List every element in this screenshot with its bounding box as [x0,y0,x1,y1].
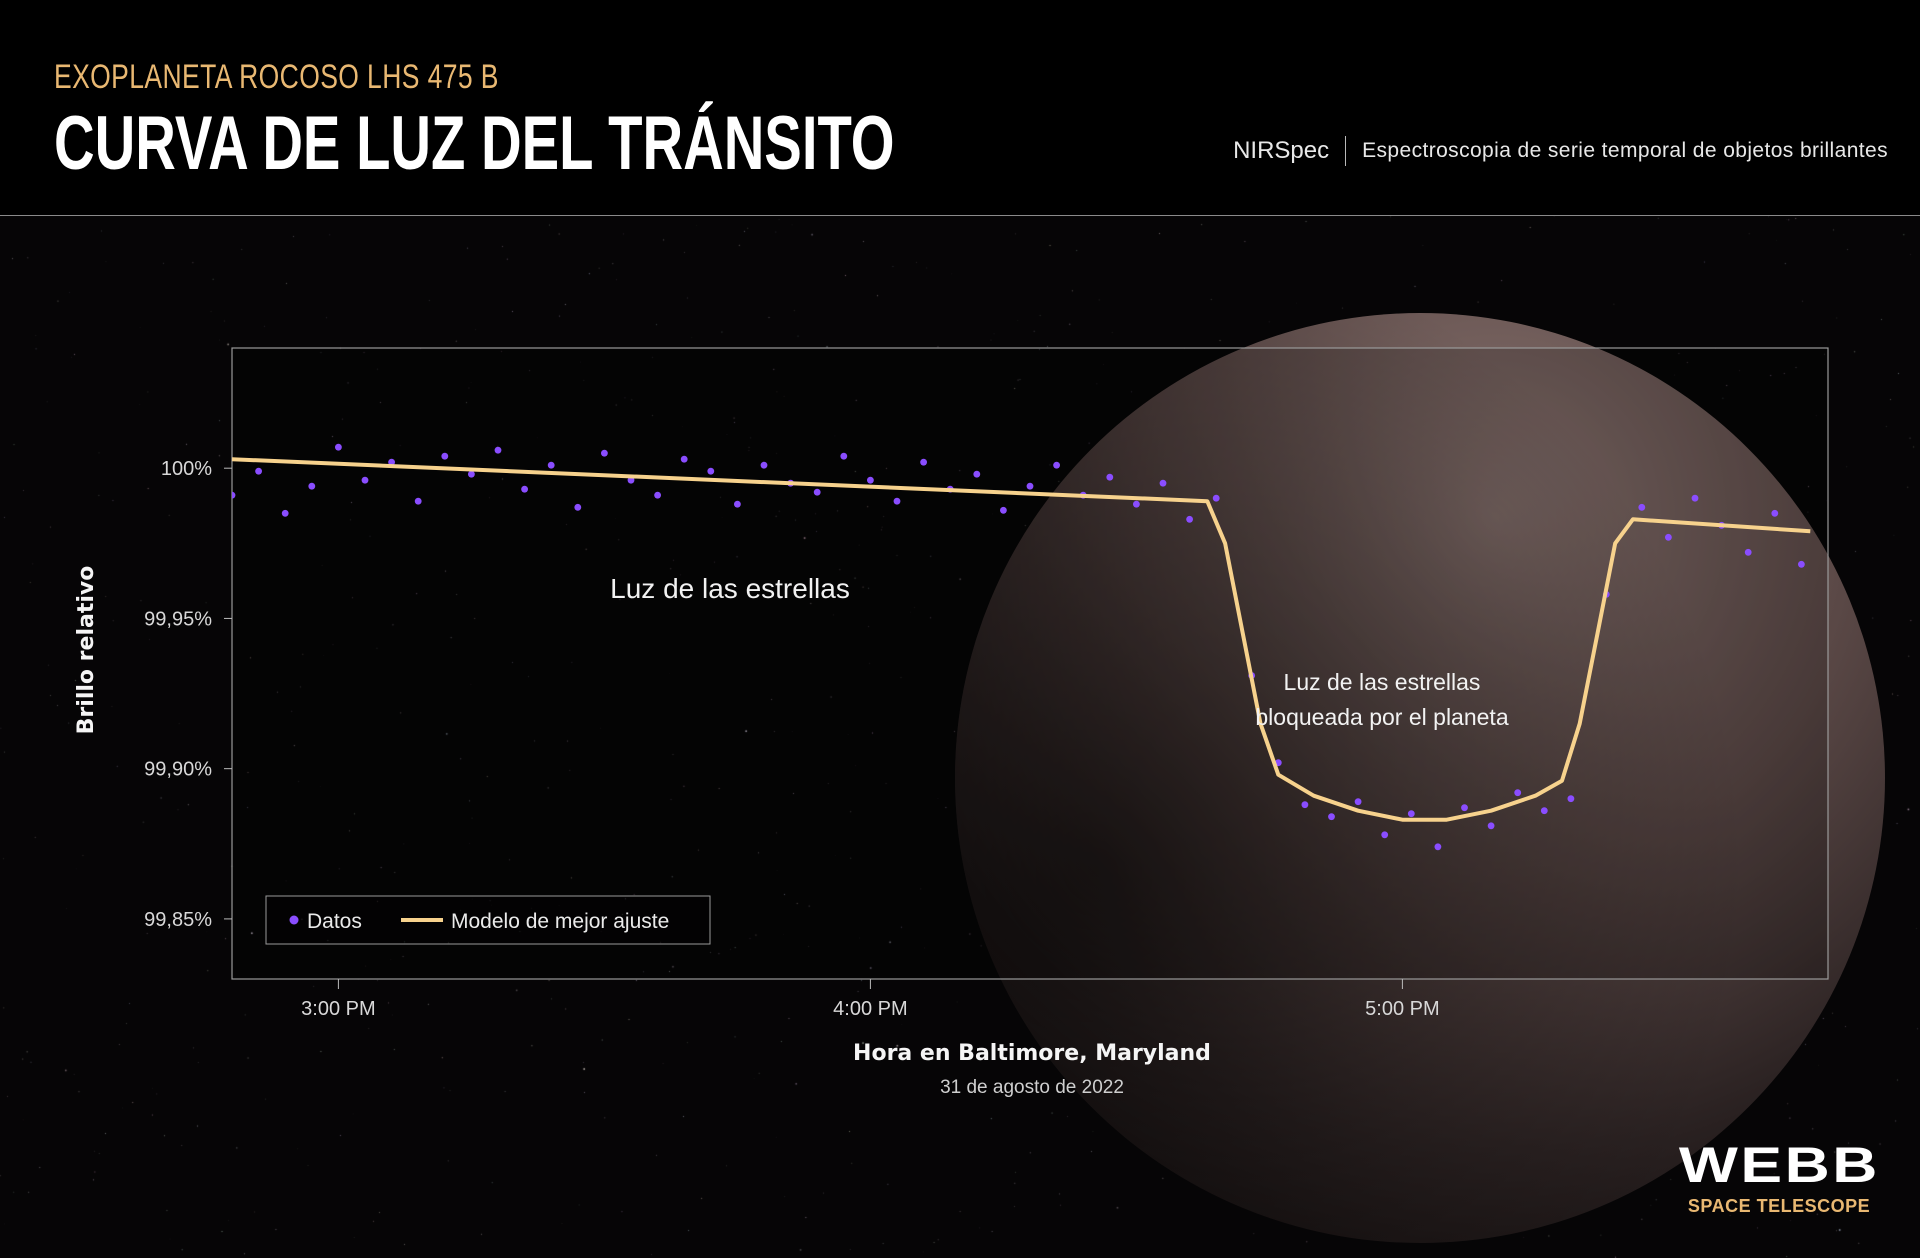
data-point [308,482,316,490]
data-point [547,461,555,469]
data-point [1771,509,1779,517]
data-point [388,458,395,466]
data-point [361,476,369,484]
y-axis-title: Brillo relativo [74,566,99,735]
data-point [1186,515,1193,523]
page-title: CURVA DE LUZ DEL TRÁNSITO [54,101,895,186]
data-point [1665,533,1672,541]
header: EXOPLANETA ROCOSO LHS 475 B CURVA DE LUZ… [0,0,1920,216]
planet-illustration [955,313,1885,1243]
legend-data-marker [289,915,299,925]
data-point [707,467,715,475]
data-point [813,488,821,496]
data-point [1328,813,1335,821]
divider [1345,136,1347,166]
annotation-blocked-line1: Luz de las estrellas [1284,669,1481,695]
data-point [867,476,874,484]
instrument-label: NIRSpec Espectroscopia de serie temporal… [1233,136,1888,166]
data-point [468,470,475,478]
data-point [1000,506,1007,514]
y-tick-label: 99,95% [144,608,212,630]
y-tick-label: 99,85% [144,909,212,931]
data-point [574,503,582,511]
instrument-name: NIRSpec [1233,137,1330,164]
data-point [1159,479,1167,487]
data-point [1540,807,1548,815]
data-point [893,497,901,505]
y-axis: 100% 99,95% 99,90% 99,85% [144,458,232,931]
data-point [1638,503,1646,511]
data-point [973,470,981,478]
data-point [414,497,422,505]
y-tick-label: 100% [161,458,212,480]
x-tick-label: 3:00 PM [301,998,375,1020]
data-point [1212,494,1220,502]
data-point [1487,822,1495,830]
x-axis: 3:00 PM 4:00 PM 5:00 PM [301,979,1440,1020]
data-point [1514,789,1522,797]
data-point [734,500,741,508]
y-tick-label: 99,90% [144,759,212,781]
logo-subtitle: SPACE TELESCOPE [1687,1196,1871,1216]
data-point [1053,461,1060,469]
data-point [1026,482,1034,490]
data-point [1567,795,1575,803]
data-point [1301,801,1309,809]
plot-frame [231,347,1829,980]
annotation-starlight: Luz de las estrellas [610,573,850,604]
webb-logo: WEBB SPACE TELESCOPE [1679,1140,1879,1217]
logo-wordmark: WEBB [1678,1137,1880,1193]
annotation-blocked-line2: bloqueada por el planeta [1255,704,1508,730]
data-point [1407,810,1415,818]
data-point [494,446,502,454]
x-axis-title: Hora en Baltimore, Maryland [853,1041,1211,1066]
kicker-title: EXOPLANETA ROCOSO LHS 475 B [54,58,499,96]
data-point [1798,560,1805,568]
data-point [760,461,768,469]
data-point [521,485,528,493]
best-fit-model-line [231,457,1811,822]
x-tick-label: 4:00 PM [833,998,907,1020]
data-point [1434,843,1442,851]
data-point [627,476,635,484]
data-point [1691,494,1699,502]
data-point [255,467,262,475]
data-point [335,443,342,451]
data-point [1381,831,1389,839]
data-point [1744,548,1752,556]
x-axis-subtitle: 31 de agosto de 2022 [940,1077,1124,1098]
data-point [232,491,236,499]
data-point [680,455,688,463]
legend-model-label: Modelo de mejor ajuste [451,910,669,933]
legend: Datos Modelo de mejor ajuste [265,895,711,945]
data-point [1106,473,1114,481]
data-point [441,452,449,460]
data-point [840,452,848,460]
data-points [232,443,1805,851]
x-tick-label: 5:00 PM [1365,998,1439,1020]
legend-data-label: Datos [307,910,362,933]
data-point [1354,798,1362,806]
instrument-mode: Espectroscopia de serie temporal de obje… [1362,139,1888,162]
data-point [1133,500,1140,508]
data-point [654,491,661,499]
data-point [601,449,608,457]
data-point [281,509,289,517]
data-point [1461,804,1468,812]
data-point [920,458,927,466]
